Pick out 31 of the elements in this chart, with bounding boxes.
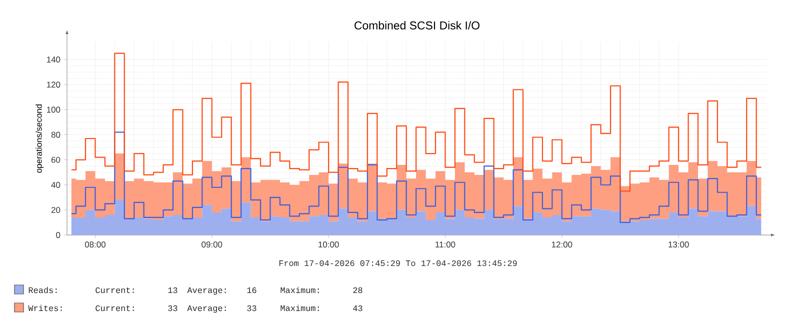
- y-tick-label: 20: [51, 206, 60, 213]
- text: From 17-04-2026 07:45:29 To 17-04-2026 13:45:29: [279, 260, 517, 266]
- x-tick-label: 13:00: [668, 242, 689, 248]
- text: Current:: [96, 287, 134, 294]
- y-tick-label: 100: [46, 106, 60, 113]
- text: Current:: [96, 305, 134, 312]
- y-tick-label: 120: [46, 82, 60, 88]
- y-tick-label: 40: [51, 182, 60, 188]
- x-tick-label: 11:00: [436, 242, 456, 248]
- x-tick-label: 12:00: [552, 242, 572, 248]
- text: 43: [353, 305, 362, 312]
- text: Average:: [187, 305, 226, 313]
- text: 33: [168, 305, 178, 312]
- text: 16: [247, 287, 256, 294]
- y-tick-label: 140: [46, 56, 60, 63]
- text: 28: [353, 287, 362, 294]
- text: 13: [168, 287, 178, 294]
- text: Maximum:: [280, 286, 319, 294]
- text: Average:: [187, 287, 226, 295]
- x-tick-label: 09:00: [202, 242, 222, 248]
- legend-label: Reads:: [28, 286, 57, 294]
- text: 33: [247, 305, 256, 312]
- x-tick-label: 10:00: [318, 242, 339, 248]
- y-tick-label: 60: [52, 156, 60, 163]
- x-tick-label: 08:00: [84, 242, 106, 248]
- text: Maximum:: [280, 304, 319, 312]
- y-tick-label: 80: [51, 132, 60, 138]
- y-axis-title: operations/second: [36, 104, 44, 173]
- chart-title: Combined SCSI Disk I/O: [354, 21, 480, 30]
- y-tick-label: 0: [56, 232, 60, 238]
- legend-label: Writes:: [28, 304, 62, 312]
